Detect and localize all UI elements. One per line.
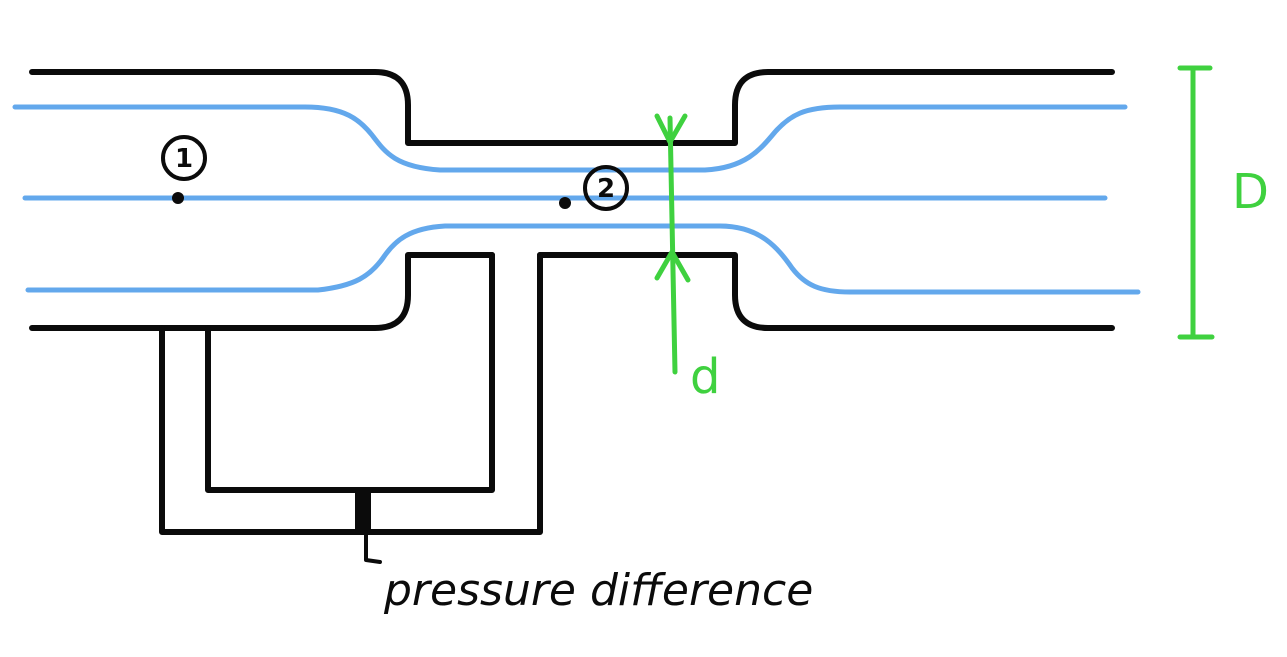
- throat-dimension-line: [667, 115, 678, 375]
- pressure-difference-label: pressure difference: [383, 565, 813, 616]
- streamline-bottom: [25, 223, 1141, 295]
- outer-dimension-label: D: [1232, 164, 1269, 220]
- pipe-lower-wall-left: [29, 252, 495, 331]
- manometer-inner-tube: [205, 252, 495, 493]
- manometer-outer-tube: [159, 252, 543, 535]
- pipe-upper-wall: [29, 69, 1115, 146]
- throat-dimension: d: [654, 113, 720, 405]
- point-2-dot: [559, 197, 571, 209]
- throat-arrow-bottom: [654, 249, 691, 283]
- streamline-top: [12, 104, 1128, 173]
- pipe-lower-wall-right: [537, 252, 1115, 331]
- point-2-label: 2: [597, 174, 615, 204]
- point-1-marker: 1: [161, 135, 207, 204]
- point-2-circle: [583, 165, 629, 211]
- point-1-circle: [161, 135, 207, 181]
- pressure-leader-line: [364, 530, 382, 564]
- throat-arrow-top: [654, 113, 688, 145]
- throat-dimension-label: d: [690, 349, 720, 405]
- pipe-walls: [29, 69, 1115, 331]
- point-1-label: 1: [175, 144, 193, 174]
- outer-dimension: D: [1177, 65, 1269, 340]
- manometer-tubing: [159, 252, 543, 564]
- point-1-dot: [172, 192, 184, 204]
- manometer-connector: [355, 492, 371, 530]
- point-2-marker: 2: [559, 165, 629, 211]
